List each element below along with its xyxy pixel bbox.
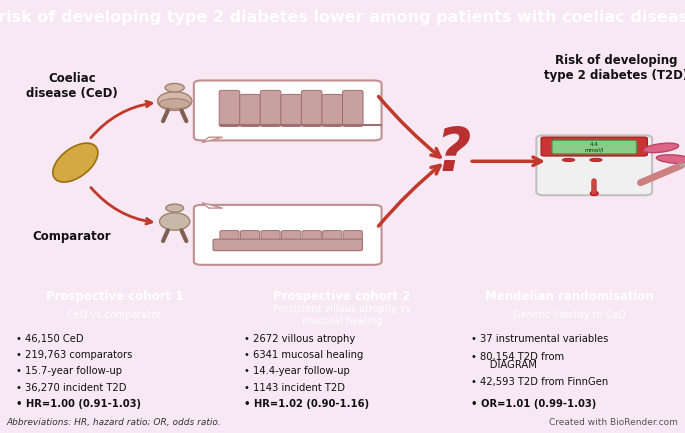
FancyBboxPatch shape — [261, 231, 280, 241]
Ellipse shape — [160, 213, 190, 230]
FancyBboxPatch shape — [302, 231, 321, 241]
Text: CeD vs comparator: CeD vs comparator — [67, 310, 162, 320]
Ellipse shape — [643, 143, 679, 153]
Text: Risk of developing
type 2 diabetes (T2D): Risk of developing type 2 diabetes (T2D) — [545, 54, 685, 81]
Ellipse shape — [158, 92, 192, 110]
Text: • 1143 incident T2D: • 1143 incident T2D — [244, 382, 345, 393]
FancyBboxPatch shape — [552, 140, 636, 154]
FancyBboxPatch shape — [240, 231, 260, 241]
Text: • 2672 villous atrophy: • 2672 villous atrophy — [244, 334, 355, 344]
FancyBboxPatch shape — [220, 231, 239, 241]
FancyBboxPatch shape — [194, 205, 382, 265]
FancyBboxPatch shape — [342, 90, 363, 126]
Text: • 42,593 T2D from FinnGen: • 42,593 T2D from FinnGen — [471, 377, 608, 387]
Text: Prospective cohort 2: Prospective cohort 2 — [273, 291, 410, 304]
Text: • 80,154 T2D from: • 80,154 T2D from — [471, 352, 564, 362]
FancyBboxPatch shape — [541, 137, 647, 156]
Text: • 46,150 CeD: • 46,150 CeD — [16, 334, 84, 344]
Text: Abbreviations: HR, hazard ratio; OR, odds ratio.: Abbreviations: HR, hazard ratio; OR, odd… — [7, 418, 222, 427]
FancyBboxPatch shape — [323, 231, 342, 241]
FancyBboxPatch shape — [281, 94, 301, 126]
Text: Coeliac
disease (CeD): Coeliac disease (CeD) — [26, 72, 118, 100]
Ellipse shape — [159, 99, 190, 109]
FancyBboxPatch shape — [240, 94, 260, 126]
Text: • HR=1.02 (0.90-1.16): • HR=1.02 (0.90-1.16) — [244, 399, 369, 409]
FancyBboxPatch shape — [282, 231, 301, 241]
Ellipse shape — [656, 155, 685, 163]
Text: Prospective cohort 1: Prospective cohort 1 — [46, 291, 183, 304]
Text: • 219,763 comparators: • 219,763 comparators — [16, 350, 133, 360]
Text: ?: ? — [436, 125, 471, 184]
FancyBboxPatch shape — [536, 136, 652, 195]
Text: • OR=1.01 (0.99-1.03): • OR=1.01 (0.99-1.03) — [471, 399, 597, 409]
FancyBboxPatch shape — [219, 90, 240, 126]
Text: Created with BioRender.com: Created with BioRender.com — [549, 418, 678, 427]
Text: • 36,270 incident T2D: • 36,270 incident T2D — [16, 382, 127, 393]
Text: • 6341 mucosal healing: • 6341 mucosal healing — [244, 350, 363, 360]
Text: DIAGRAM: DIAGRAM — [471, 361, 537, 371]
Text: • 14.4-year follow-up: • 14.4-year follow-up — [244, 366, 349, 376]
Ellipse shape — [590, 191, 599, 196]
Text: • 37 instrumental variables: • 37 instrumental variables — [471, 334, 608, 344]
Text: Comparator: Comparator — [33, 229, 111, 243]
Polygon shape — [202, 203, 223, 208]
FancyBboxPatch shape — [301, 90, 322, 126]
Text: 4.4
mmol/l: 4.4 mmol/l — [584, 142, 604, 152]
FancyBboxPatch shape — [260, 90, 281, 126]
FancyBboxPatch shape — [194, 81, 382, 140]
FancyBboxPatch shape — [213, 239, 362, 251]
Text: • 15.7-year follow-up: • 15.7-year follow-up — [16, 366, 123, 376]
FancyBboxPatch shape — [322, 94, 342, 126]
Ellipse shape — [562, 158, 575, 162]
Text: Mendelian randomisation: Mendelian randomisation — [485, 291, 653, 304]
Text: Genetic liability to CeD: Genetic liability to CeD — [513, 310, 625, 320]
Text: Persistent villous atrophy vs
mucosal healing: Persistent villous atrophy vs mucosal he… — [273, 304, 411, 326]
Ellipse shape — [53, 143, 98, 182]
Polygon shape — [202, 137, 223, 142]
FancyBboxPatch shape — [343, 231, 362, 241]
Text: Is risk of developing type 2 diabetes lower among patients with coeliac disease?: Is risk of developing type 2 diabetes lo… — [0, 10, 685, 25]
Ellipse shape — [166, 204, 184, 212]
Text: • HR=1.00 (0.91-1.03): • HR=1.00 (0.91-1.03) — [16, 399, 141, 409]
Ellipse shape — [165, 84, 184, 92]
Ellipse shape — [590, 158, 602, 162]
